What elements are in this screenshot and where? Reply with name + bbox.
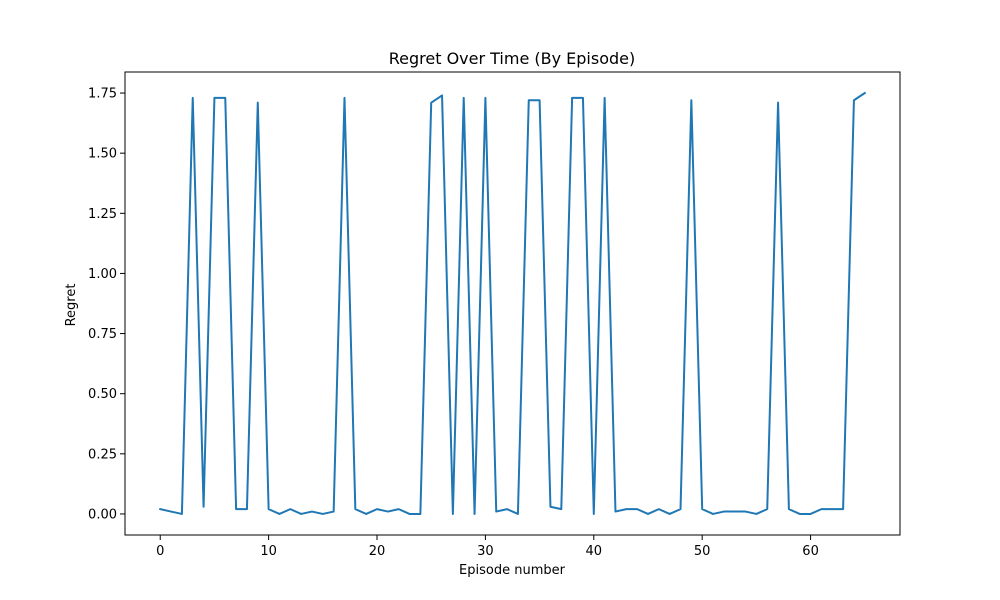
y-tick-label: 1.75 [88,87,117,102]
x-tick-label: 10 [260,544,277,559]
x-tick-label: 20 [369,544,386,559]
x-axis-title: Episode number [459,563,566,578]
y-tick-label: 1.25 [88,207,117,222]
x-tick-label: 0 [156,544,164,559]
x-tick-label: 40 [586,544,603,559]
plot-area: 0 10 20 30 40 50 60 0.00 0.25 0.50 0.75 1.00 1.25 1.5… [88,71,901,559]
y-axis-title: Regret [64,284,79,327]
y-tick-label: 0.75 [88,327,117,342]
x-tick-label: 30 [477,544,494,559]
plot-frame [124,71,901,536]
y-tick-label: 0.25 [88,447,117,462]
y-tick-label: 0.50 [88,387,117,402]
chart-title: Regret Over Time (By Episode) [389,49,636,68]
x-tick-label: 50 [694,544,711,559]
series-line-0 [159,91,867,515]
y-tick-label: 1.00 [88,267,117,282]
y-tick-label: 0.00 [88,507,117,522]
y-tick-label: 1.50 [88,147,117,162]
x-tick-label: 60 [802,544,819,559]
